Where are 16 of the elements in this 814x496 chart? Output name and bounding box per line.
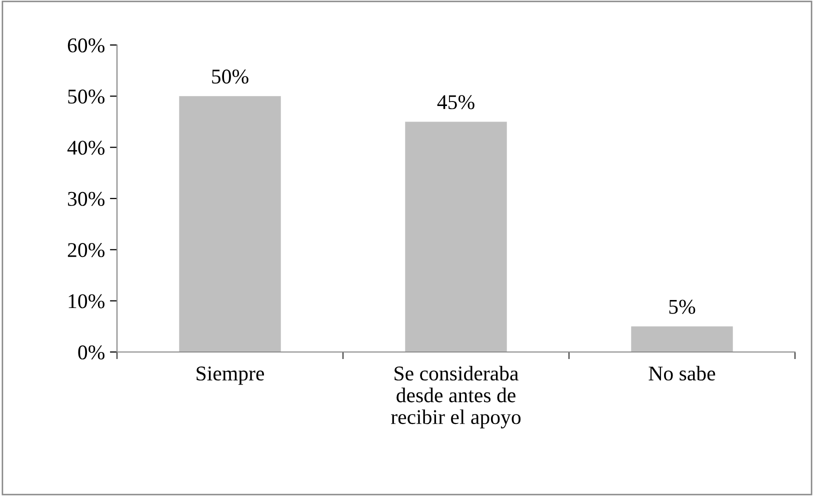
- y-tick-label: 10%: [68, 294, 104, 308]
- data-label: 45%: [437, 95, 474, 110]
- y-tick-label: 20%: [68, 243, 104, 258]
- data-label: 50%: [212, 70, 248, 84]
- y-tick-label: 0%: [78, 345, 104, 360]
- bar: [631, 326, 733, 352]
- y-tick-label: 50%: [68, 90, 104, 104]
- bar: [405, 122, 507, 352]
- x-tick-label: Se consideraba desde antes de recibir el apoyo: [391, 366, 521, 428]
- bar: [179, 96, 281, 352]
- y-tick-label: 60%: [68, 38, 104, 52]
- data-label: 5%: [669, 300, 696, 314]
- y-tick-label: 40%: [67, 140, 104, 155]
- x-tick-label: No sabe: [648, 366, 716, 381]
- x-tick-label: Siempre: [196, 366, 264, 385]
- y-tick-label: 30%: [68, 192, 104, 206]
